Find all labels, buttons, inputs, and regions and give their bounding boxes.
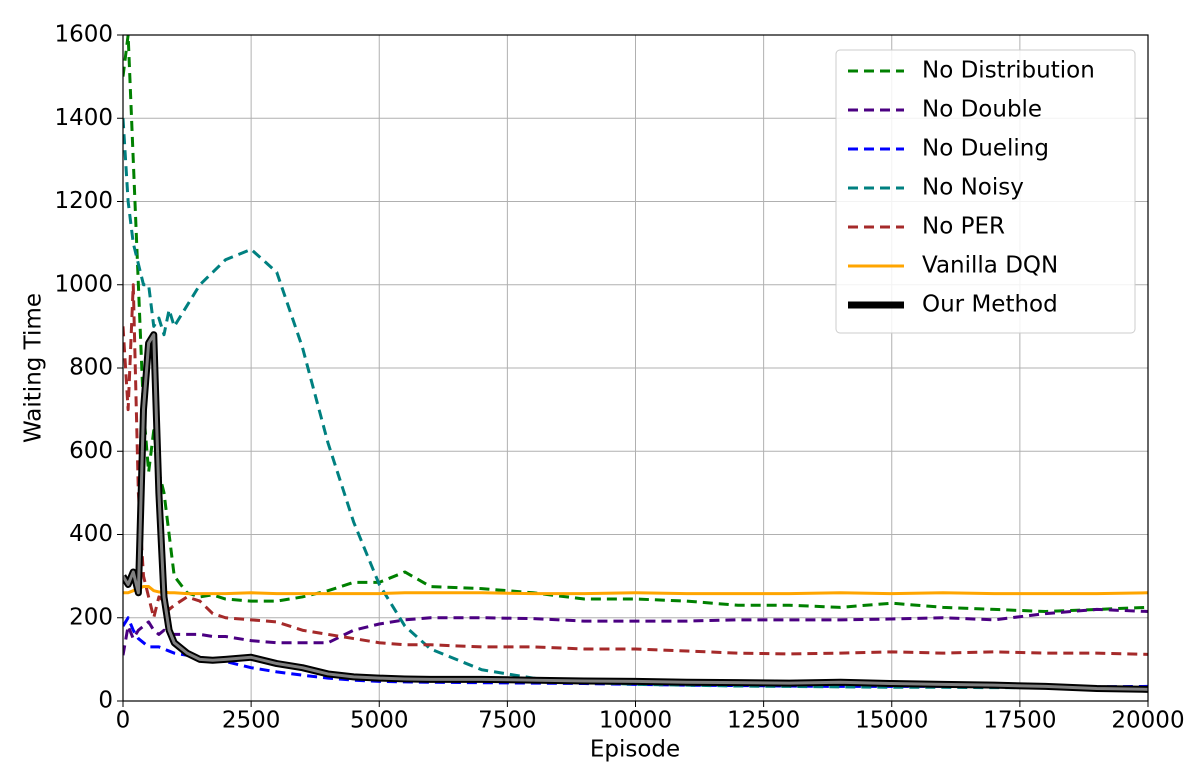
series-line [123, 118, 1148, 690]
y-tick-label: 200 [69, 604, 113, 630]
y-tick-label: 1200 [54, 188, 113, 214]
series-line [123, 585, 1148, 596]
legend-box [835, 49, 1136, 334]
x-tick-label: 0 [116, 708, 131, 734]
series-line [123, 616, 1148, 689]
legend-label: No Dueling [922, 136, 1049, 162]
y-tick-label: 400 [69, 521, 113, 547]
x-tick-label: 17500 [983, 708, 1056, 734]
y-tick-label: 1600 [54, 22, 113, 48]
x-tick-label: 5000 [350, 708, 409, 734]
x-tick-label: 15000 [855, 708, 928, 734]
y-tick-label: 1400 [54, 105, 113, 131]
y-axis-label: Waiting Time [21, 293, 47, 443]
legend-label: Our Method [922, 292, 1058, 318]
y-tick-label: 1000 [54, 271, 113, 297]
plot [123, 35, 1148, 693]
legend-label: No PER [922, 214, 1005, 240]
plot-frame [122, 34, 1149, 702]
y-tick-label: 600 [69, 438, 113, 464]
legend-label: Vanilla DQN [922, 253, 1058, 279]
legend-label: No Distribution [922, 58, 1095, 84]
legend-label: No Double [922, 97, 1042, 123]
x-tick-label: 12500 [727, 708, 800, 734]
y-tick-label: 0 [98, 688, 113, 714]
series-line [123, 283, 1148, 656]
x-tick-label: 2500 [222, 708, 281, 734]
series-line [123, 607, 1148, 656]
x-axis-label: Episode [590, 737, 680, 763]
legend-label: No Noisy [922, 175, 1024, 201]
x-tick-label: 20000 [1111, 708, 1184, 734]
x-tick-label: 7500 [478, 708, 537, 734]
series-line-core [123, 333, 1148, 691]
y-tick-label: 800 [69, 355, 113, 381]
x-tick-label: 10000 [599, 708, 672, 734]
